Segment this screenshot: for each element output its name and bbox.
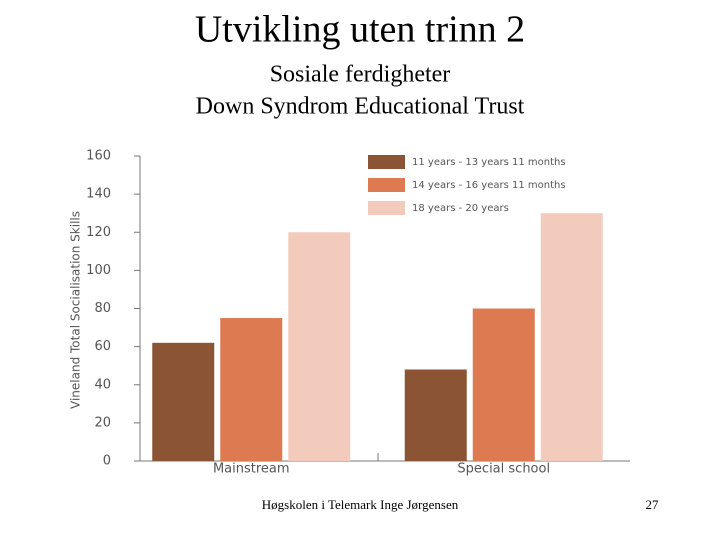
legend-swatch xyxy=(368,155,405,169)
bar xyxy=(152,342,215,461)
y-tick-label: 140 xyxy=(86,187,111,202)
y-axis-label: Vineland Total Socialisation Skills xyxy=(69,211,83,409)
y-tick-label: 0 xyxy=(103,454,111,469)
y-tick-label: 120 xyxy=(86,225,111,240)
slide-title: Utvikling uten trinn 2 xyxy=(195,9,525,51)
y-tick-label: 80 xyxy=(94,301,111,316)
legend-label: 14 years - 16 years 11 months xyxy=(412,180,566,191)
bar xyxy=(472,308,535,461)
footer: Høgskolen i Telemark Inge Jørgensen xyxy=(262,497,459,512)
x-tick-label: Special school xyxy=(457,462,550,477)
y-tick-label: 60 xyxy=(94,339,111,354)
y-tick-label: 20 xyxy=(94,415,111,430)
bar xyxy=(220,318,283,461)
bar xyxy=(288,232,351,461)
legend-label: 11 years - 13 years 11 months xyxy=(412,157,566,168)
bar xyxy=(404,369,467,461)
subtitle: Sosiale ferdigheter xyxy=(270,62,451,88)
y-tick-label: 160 xyxy=(86,149,111,164)
subtitle: Down Syndrom Educational Trust xyxy=(196,94,525,120)
x-tick-label: Mainstream xyxy=(213,462,290,477)
y-tick-label: 100 xyxy=(86,263,111,278)
legend-swatch xyxy=(368,201,405,215)
legend-label: 18 years - 20 years xyxy=(412,203,509,214)
bar xyxy=(540,213,603,461)
page-number: 27 xyxy=(646,497,660,512)
legend-swatch xyxy=(368,178,405,192)
y-tick-label: 40 xyxy=(94,377,111,392)
